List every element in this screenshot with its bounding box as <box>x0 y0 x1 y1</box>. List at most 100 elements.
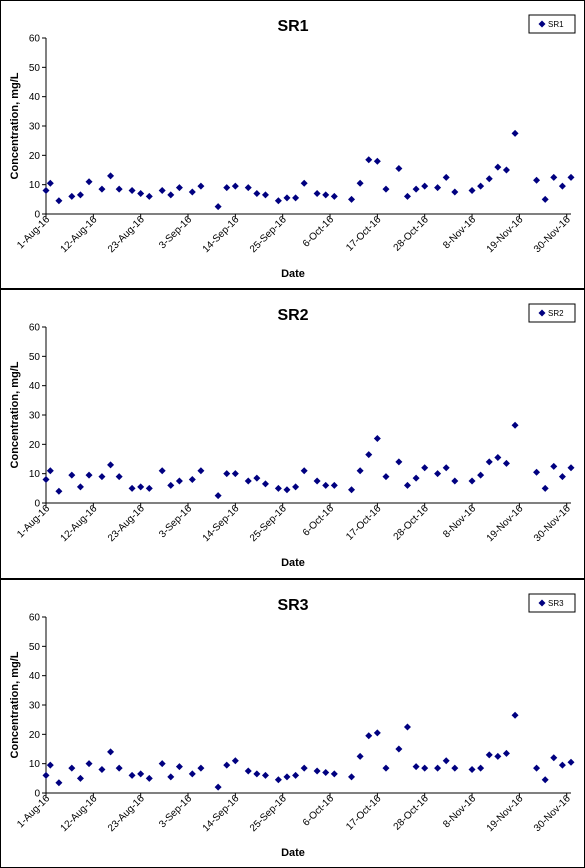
y-tick-label: 40 <box>29 671 41 682</box>
y-tick-label: 30 <box>29 122 41 133</box>
x-axis-label: Date <box>281 268 305 280</box>
y-tick-label: 50 <box>29 642 41 653</box>
data-point <box>244 477 252 485</box>
data-point <box>283 486 291 494</box>
data-point <box>55 487 63 495</box>
data-point <box>223 761 231 769</box>
x-tick-label: 19-Nov-16 <box>485 793 526 834</box>
y-tick-label: 10 <box>29 180 41 191</box>
data-point <box>85 471 93 479</box>
data-point <box>300 467 308 475</box>
data-point <box>137 189 145 197</box>
data-point <box>274 197 282 205</box>
x-tick-label: 14-Sep-16 <box>201 503 242 544</box>
data-point <box>98 766 106 774</box>
data-point <box>395 165 403 173</box>
data-point <box>403 723 411 731</box>
data-point <box>533 764 541 772</box>
data-point <box>175 763 183 771</box>
x-tick-label: 6-Oct-16 <box>301 503 337 539</box>
data-point <box>274 484 282 492</box>
legend-marker <box>538 20 546 28</box>
data-point <box>330 192 338 200</box>
y-tick-label: 40 <box>29 92 41 103</box>
legend-marker <box>538 599 546 607</box>
data-point <box>533 176 541 184</box>
data-point <box>451 764 459 772</box>
chart-title: SR2 <box>277 307 308 324</box>
data-point <box>434 764 442 772</box>
y-axis-label: Concentration, mg/L <box>9 361 21 468</box>
data-point <box>567 464 575 472</box>
x-tick-label: 19-Nov-16 <box>485 503 526 544</box>
x-tick-label: 23-Aug-16 <box>106 503 147 544</box>
data-point <box>403 481 411 489</box>
data-point <box>567 758 575 766</box>
data-point <box>85 178 93 186</box>
data-point <box>395 745 403 753</box>
data-point <box>283 194 291 202</box>
data-point <box>550 462 558 470</box>
legend-marker <box>538 309 546 317</box>
legend-label: SR1 <box>548 20 564 29</box>
data-point <box>442 173 450 181</box>
y-axis-label: Concentration, mg/L <box>9 651 21 758</box>
data-point <box>511 129 519 137</box>
data-point <box>261 480 269 488</box>
x-tick-label: 30-Nov-16 <box>532 793 573 834</box>
data-point <box>115 473 123 481</box>
data-point <box>292 194 300 202</box>
data-point <box>261 771 269 779</box>
x-tick-label: 8-Nov-16 <box>441 793 478 830</box>
x-tick-label: 17-Oct-16 <box>344 503 384 543</box>
data-point <box>502 749 510 757</box>
x-tick-label: 17-Oct-16 <box>344 793 384 833</box>
data-point <box>107 172 115 180</box>
data-point <box>330 481 338 489</box>
x-tick-label: 30-Nov-16 <box>532 214 573 255</box>
legend-label: SR3 <box>548 599 564 608</box>
data-point <box>533 468 541 476</box>
y-tick-label: 0 <box>34 210 40 221</box>
y-tick-label: 60 <box>29 323 41 334</box>
data-point <box>115 764 123 772</box>
chart-title: SR3 <box>277 597 308 614</box>
data-point <box>292 483 300 491</box>
y-tick-label: 10 <box>29 759 41 770</box>
data-point <box>477 471 485 479</box>
data-point <box>373 434 381 442</box>
x-tick-label: 12-Aug-16 <box>59 214 100 255</box>
x-tick-label: 12-Aug-16 <box>59 503 100 544</box>
data-point <box>231 182 239 190</box>
x-axis-label: Date <box>281 847 305 859</box>
data-point <box>42 187 50 195</box>
data-point <box>42 476 50 484</box>
data-point <box>55 779 63 787</box>
data-point <box>223 470 231 478</box>
data-point <box>300 179 308 187</box>
data-point <box>188 188 196 196</box>
data-point <box>244 767 252 775</box>
data-point <box>434 184 442 192</box>
x-tick-label: 25-Sep-16 <box>248 214 289 255</box>
data-point <box>76 191 84 199</box>
data-point <box>46 761 54 769</box>
data-point <box>322 481 330 489</box>
x-tick-label: 30-Nov-16 <box>532 503 573 544</box>
data-point <box>356 179 364 187</box>
data-point <box>128 771 136 779</box>
data-point <box>373 157 381 165</box>
data-point <box>421 764 429 772</box>
data-point <box>403 192 411 200</box>
data-point <box>451 188 459 196</box>
legend-box <box>528 593 576 613</box>
data-point <box>98 473 106 481</box>
y-axis-label: Concentration, mg/L <box>9 72 21 179</box>
x-tick-label: 23-Aug-16 <box>106 214 147 255</box>
data-point <box>421 464 429 472</box>
data-point <box>197 467 205 475</box>
y-tick-label: 20 <box>29 730 41 741</box>
y-tick-label: 40 <box>29 381 41 392</box>
